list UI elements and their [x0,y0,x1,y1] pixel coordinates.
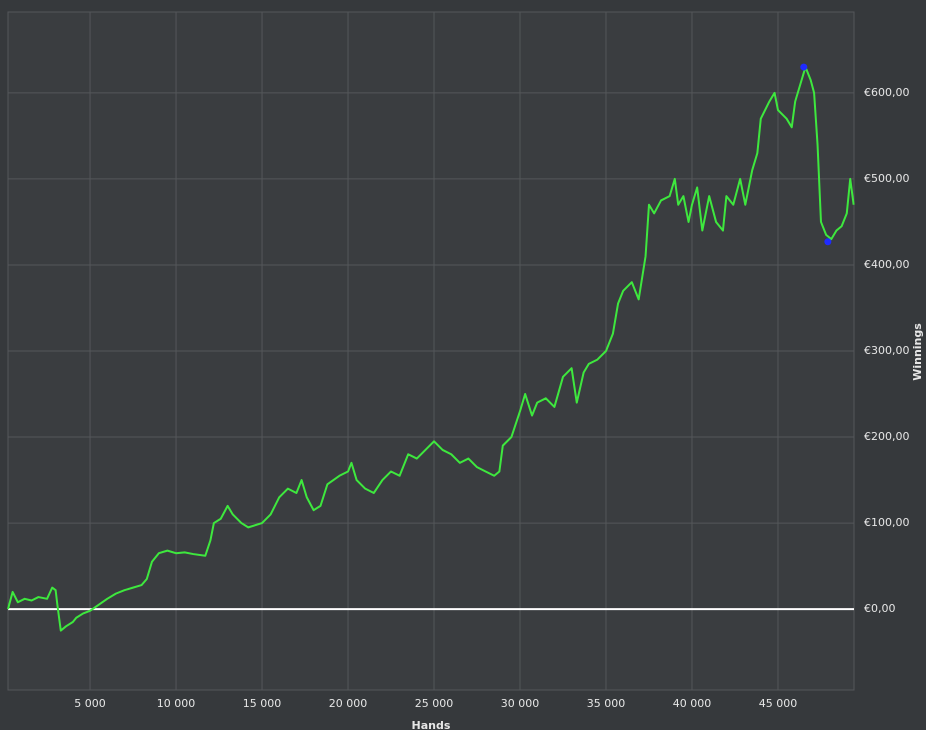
y-tick-label: €200,00 [864,430,910,443]
y-tick-label: €400,00 [864,258,910,271]
x-axis-title: Hands [412,719,451,730]
marker-point [824,238,832,246]
marker-point [800,63,808,71]
series-line [7,66,855,632]
x-tick-label: 25 000 [415,697,454,710]
y-tick-label: €500,00 [864,172,910,185]
x-tick-label: 30 000 [501,697,540,710]
x-tick-label: 40 000 [673,697,712,710]
y-tick-label: €600,00 [864,86,910,99]
y-tick-label: €300,00 [864,344,910,357]
y-axis-title: Winnings [911,323,924,381]
x-tick-label: 5 000 [74,697,106,710]
y-tick-label: €100,00 [864,516,910,529]
x-tick-label: 15 000 [243,697,282,710]
y-tick-label: €0,00 [864,602,896,615]
x-tick-label: 35 000 [587,697,626,710]
x-tick-label: 45 000 [759,697,798,710]
x-tick-label: 20 000 [329,697,368,710]
x-tick-label: 10 000 [157,697,196,710]
